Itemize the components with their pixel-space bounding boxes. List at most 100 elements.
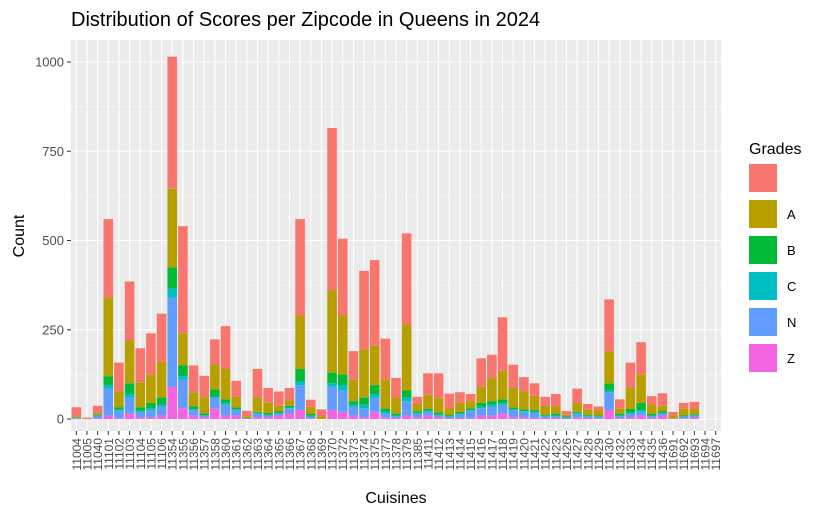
x-axis-label: Cuisines — [365, 490, 426, 507]
bar-segment-11102-B — [114, 407, 124, 410]
bar-segment-11364-Z — [263, 417, 273, 419]
bar-segment-11364-N — [263, 415, 273, 418]
x-tick-label: 11422 — [539, 438, 553, 471]
bar-segment-11004-blank — [71, 407, 82, 417]
x-tick-label: 11416 — [475, 438, 489, 471]
bar-segment-11372-N — [337, 390, 348, 412]
bar-segment-11412-B — [433, 412, 444, 415]
bar-segment-11419-N — [508, 410, 519, 418]
bar-segment-11429-B — [593, 415, 604, 417]
bar-segment-11363-A — [252, 397, 263, 412]
bar-segment-11378-blank — [391, 377, 401, 398]
bar-segment-11435-A — [646, 405, 657, 415]
x-tick-label: 11379 — [400, 438, 414, 471]
x-tick-label: 11105 — [144, 438, 158, 470]
bar-segment-11101-Z — [103, 415, 114, 419]
bar-segment-11430-blank — [604, 299, 614, 352]
bar-segment-11364-blank — [263, 387, 273, 403]
bar-segment-11429-A — [593, 410, 604, 416]
x-tick-label: 11419 — [507, 438, 521, 471]
bar-segment-11420-C — [519, 411, 529, 412]
bar-segment-11378-A — [391, 397, 401, 414]
bar-segment-11356-N — [188, 410, 199, 416]
bar-segment-11418-blank — [497, 317, 508, 371]
x-tick-label: 11415 — [464, 438, 478, 471]
legend-label: A — [787, 207, 796, 222]
bar-segment-11365-Z — [273, 415, 284, 419]
bar-segment-11423-A — [551, 406, 561, 414]
bar-segment-11105-C — [146, 408, 156, 411]
x-tick-label: 11367 — [294, 438, 308, 471]
bar-segment-11429-blank — [593, 406, 604, 411]
bar-segment-11377-blank — [380, 338, 391, 380]
bar-segment-11423-N — [551, 416, 561, 418]
bar-segment-11103-C — [124, 394, 135, 398]
bar-segment-11436-B — [657, 411, 668, 413]
bar-segment-11355-B — [178, 365, 188, 377]
x-tick-label: 11102 — [112, 438, 126, 470]
bar-segment-11366-C — [284, 407, 295, 409]
bar-segment-11426-blank — [561, 411, 572, 415]
x-tick-label: 11356 — [187, 438, 201, 471]
x-tick-label: 11355 — [176, 438, 190, 471]
bar-segment-11417-C — [487, 404, 497, 407]
bar-segment-11412-Z — [433, 417, 444, 419]
bar-segment-11370-C — [327, 383, 337, 387]
bar-segment-11411-A — [423, 394, 433, 410]
x-tick-label: 11375 — [368, 438, 382, 471]
bar-segment-11417-B — [487, 401, 497, 405]
bar-segment-11370-B — [327, 372, 337, 384]
bar-segment-11357-B — [199, 413, 209, 416]
bar-segment-11379-C — [401, 397, 412, 402]
bar-segment-11368-blank — [305, 399, 316, 407]
bar-segment-11357-A — [199, 397, 209, 414]
x-tick-label: 11432 — [613, 438, 627, 471]
bar-segment-11365-N — [273, 413, 284, 416]
bar-segment-11434-N — [636, 411, 646, 416]
bar-segment-11372-Z — [337, 411, 348, 419]
bar-segment-11377-Z — [380, 417, 391, 419]
bar-segment-11415-C — [465, 410, 476, 411]
bar-segment-11419-blank — [508, 364, 519, 388]
bar-segment-11377-C — [380, 411, 391, 414]
bar-segment-11374-N — [359, 408, 369, 418]
bar-segment-11430-C — [604, 390, 614, 393]
x-tick-label: 11366 — [283, 438, 297, 471]
bar-segment-11419-Z — [508, 417, 519, 419]
bar-segment-11372-B — [337, 374, 348, 386]
x-tick-label: 11005 — [80, 438, 94, 471]
bar-segment-11004-A — [71, 416, 82, 418]
x-tick-label: 11373 — [347, 438, 361, 471]
bar-segment-11369-A — [316, 416, 327, 419]
bar-segment-11375-C — [369, 394, 380, 398]
bar-segment-11354-blank — [167, 56, 178, 189]
x-tick-label: 11040 — [91, 438, 105, 471]
bar-segment-11104-Z — [135, 417, 146, 419]
bar-segment-11414-blank — [455, 392, 465, 403]
legend-items: A B C N Z — [749, 164, 796, 372]
bar-segment-11427-Z — [572, 417, 582, 419]
x-tick-label: 11693 — [688, 438, 702, 471]
x-tick-label: 11106 — [155, 438, 169, 470]
bar-segment-11040-B — [92, 414, 103, 416]
bar-segment-11435-blank — [646, 396, 657, 406]
bar-segment-11370-blank — [327, 128, 337, 291]
bar-segment-11355-N — [178, 379, 188, 409]
bar-segment-11101-B — [103, 376, 114, 386]
bar-segment-11411-Z — [423, 415, 433, 419]
bar-segment-11430-N — [604, 392, 614, 411]
bar-segment-11385-blank — [412, 396, 423, 405]
bar-segment-11358-A — [210, 364, 220, 390]
bar-segment-11375-A — [369, 345, 380, 386]
bar-segment-11432-C — [614, 415, 625, 417]
bar-segment-11103-B — [124, 383, 135, 395]
bar-segment-11103-blank — [124, 281, 135, 341]
x-tick-label: 11421 — [528, 438, 542, 471]
bar-segment-11434-B — [636, 402, 646, 411]
bar-segment-11411-C — [423, 410, 433, 412]
bar-segment-11416-Z — [476, 415, 487, 419]
bar-segment-11435-Z — [646, 417, 657, 419]
bar-segment-11368-B — [305, 414, 316, 416]
bar-segment-11040-A — [92, 412, 103, 415]
bar-segment-11357-N — [199, 415, 209, 418]
